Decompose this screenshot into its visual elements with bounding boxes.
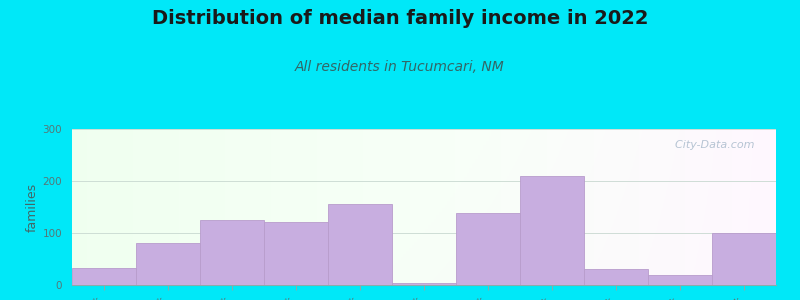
Text: City-Data.com: City-Data.com: [668, 140, 755, 150]
Bar: [72, 268, 136, 285]
Y-axis label: families: families: [26, 182, 38, 232]
Text: Distribution of median family income in 2022: Distribution of median family income in …: [152, 9, 648, 28]
Bar: [136, 243, 200, 285]
Bar: [584, 269, 648, 285]
Bar: [200, 220, 264, 285]
Bar: [264, 222, 328, 285]
Bar: [712, 233, 776, 285]
Bar: [648, 274, 712, 285]
Bar: [328, 204, 392, 285]
Bar: [392, 283, 456, 285]
Bar: [456, 213, 520, 285]
Bar: [520, 176, 584, 285]
Text: All residents in Tucumcari, NM: All residents in Tucumcari, NM: [295, 60, 505, 74]
